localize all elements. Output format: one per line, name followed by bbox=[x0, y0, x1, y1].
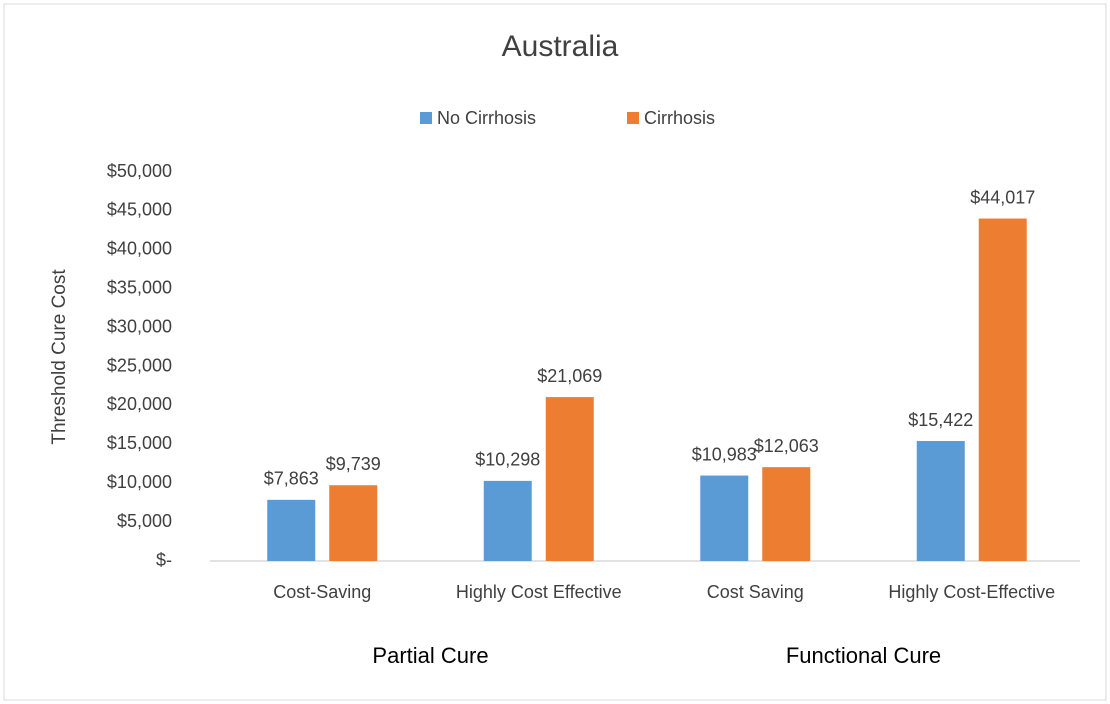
y-tick-label: $20,000 bbox=[107, 394, 172, 414]
data-label: $21,069 bbox=[537, 366, 602, 386]
y-axis-title: Threshold Cure Cost bbox=[49, 269, 70, 445]
legend-swatch bbox=[627, 112, 639, 124]
data-label: $15,422 bbox=[908, 410, 973, 430]
bar bbox=[978, 218, 1027, 562]
x-tick-label: Cost Saving bbox=[707, 582, 804, 602]
x-tick-label: Highly Cost Effective bbox=[456, 582, 622, 602]
y-tick-label: $30,000 bbox=[107, 316, 172, 336]
legend-label: No Cirrhosis bbox=[437, 108, 536, 128]
legend-swatch bbox=[420, 112, 432, 124]
data-label: $10,983 bbox=[692, 444, 757, 464]
y-tick-label: $25,000 bbox=[107, 355, 172, 375]
bar bbox=[267, 499, 316, 561]
bar bbox=[329, 485, 378, 561]
legend-label: Cirrhosis bbox=[644, 108, 715, 128]
data-label: $44,017 bbox=[970, 187, 1035, 207]
y-tick-label: $50,000 bbox=[107, 161, 172, 181]
chart-title: Australia bbox=[502, 30, 619, 63]
y-tick-label: $40,000 bbox=[107, 239, 172, 259]
bar bbox=[700, 475, 749, 561]
chart-border bbox=[3, 3, 1107, 701]
bar bbox=[483, 480, 532, 561]
y-tick-label: $10,000 bbox=[107, 472, 172, 492]
y-tick-label: $15,000 bbox=[107, 433, 172, 453]
bar bbox=[762, 467, 811, 561]
data-label: $10,298 bbox=[475, 450, 540, 470]
y-tick-label: $45,000 bbox=[107, 200, 172, 220]
y-tick-label: $35,000 bbox=[107, 277, 172, 297]
y-tick-label: $- bbox=[156, 550, 172, 570]
bar bbox=[916, 441, 965, 561]
x-tick-label: Cost-Saving bbox=[273, 582, 371, 602]
group-label: Functional Cure bbox=[786, 643, 941, 668]
group-label: Partial Cure bbox=[372, 643, 488, 668]
data-label: $9,739 bbox=[326, 454, 381, 474]
y-tick-label: $5,000 bbox=[117, 511, 172, 531]
data-label: $7,863 bbox=[264, 469, 319, 489]
bar bbox=[545, 397, 594, 561]
x-tick-label: Highly Cost-Effective bbox=[888, 582, 1055, 602]
data-label: $12,063 bbox=[754, 436, 819, 456]
